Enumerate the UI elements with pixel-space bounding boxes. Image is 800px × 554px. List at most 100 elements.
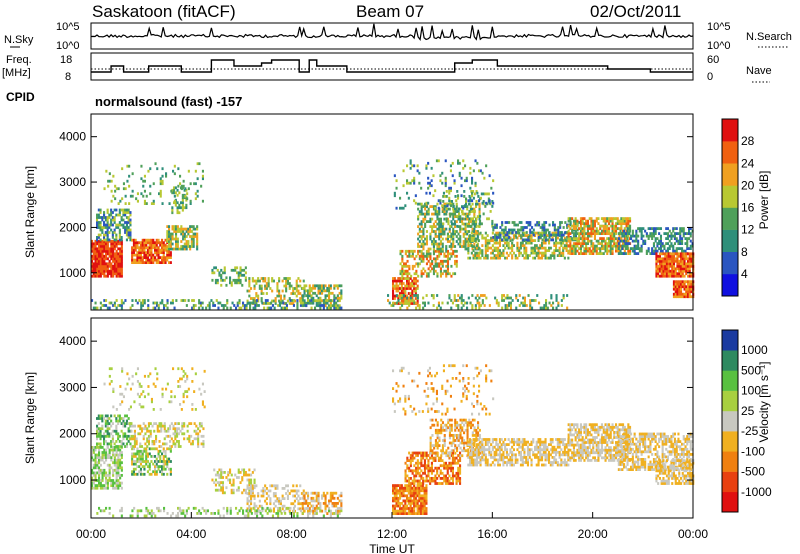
heatmap-cell	[98, 461, 101, 465]
heatmap-cell	[586, 232, 589, 235]
heatmap-cell	[91, 468, 94, 472]
heatmap-cell	[652, 242, 655, 245]
heatmap-cell	[486, 234, 489, 237]
heatmap-cell	[679, 234, 682, 238]
heatmap-cell	[131, 246, 134, 250]
heatmap-cell	[609, 224, 612, 228]
heatmap-cell	[479, 196, 482, 200]
heatmap-cell	[608, 239, 611, 243]
heatmap-cell	[422, 217, 425, 221]
heatmap-cell	[299, 304, 302, 307]
heatmap-cell	[324, 304, 327, 308]
heatmap-cell	[420, 212, 423, 216]
heatmap-cell	[631, 229, 634, 233]
heatmap-cell	[169, 251, 172, 254]
heatmap-cell	[604, 249, 607, 253]
heatmap-cell	[608, 244, 611, 248]
heatmap-cell	[211, 271, 214, 275]
heatmap-cell	[99, 442, 102, 446]
heatmap-cell	[99, 463, 102, 467]
heatmap-cell	[117, 471, 120, 475]
heatmap-cell	[416, 304, 419, 307]
heatmap-cell	[602, 244, 605, 248]
heatmap-cell	[615, 249, 618, 253]
heatmap-cell	[253, 468, 256, 472]
heatmap-cell	[310, 306, 313, 310]
heatmap-cell	[106, 221, 109, 224]
heatmap-cell	[170, 301, 173, 305]
heatmap-cell	[169, 424, 172, 428]
heatmap-cell	[438, 222, 441, 226]
heatmap-cell	[143, 253, 146, 257]
heatmap-cell	[664, 252, 667, 256]
heatmap-cell	[237, 471, 240, 474]
heatmap-cell	[108, 432, 111, 436]
heatmap-cell	[401, 272, 404, 276]
heatmap-cell	[103, 434, 106, 438]
heatmap-cell	[649, 227, 652, 230]
heatmap-cell	[683, 292, 686, 296]
heatmap-cell	[150, 238, 153, 242]
heatmap-cell	[180, 299, 183, 302]
heatmap-cell	[400, 282, 403, 285]
heatmap-cell	[477, 195, 480, 198]
heatmap-cell	[559, 238, 562, 242]
heatmap-cell	[455, 249, 458, 253]
heatmap-cell	[662, 257, 665, 261]
heatmap-cell	[260, 494, 263, 498]
heatmap-cell	[180, 187, 183, 191]
heatmap-cell	[549, 256, 552, 260]
heatmap-cell	[176, 201, 179, 205]
heatmap-cell	[484, 256, 487, 260]
heatmap-cell	[467, 251, 470, 255]
heatmap-cell	[159, 457, 162, 461]
heatmap-cell	[310, 296, 313, 300]
heatmap-cell	[392, 292, 395, 295]
heatmap-cell	[152, 241, 155, 245]
heatmap-cell	[672, 287, 675, 291]
heatmap-cell	[530, 251, 533, 255]
heatmap-cell	[481, 171, 484, 175]
heatmap-cell	[474, 181, 477, 185]
heatmap-cell	[119, 254, 122, 258]
heatmap-cell	[168, 245, 171, 248]
heatmap-cell	[165, 442, 168, 446]
heatmap-cell	[170, 437, 173, 441]
heatmap-cell	[682, 227, 685, 230]
heatmap-cell	[103, 484, 106, 487]
heatmap-cell	[652, 249, 655, 253]
heatmap-cell	[466, 247, 469, 251]
heatmap-cell	[501, 223, 504, 227]
heatmap-cell	[188, 434, 191, 438]
heatmap-cell	[101, 259, 104, 263]
heatmap-cell	[402, 169, 405, 173]
heatmap-cell	[454, 210, 457, 213]
heatmap-cell	[493, 249, 496, 252]
heatmap-cell	[113, 218, 116, 222]
heatmap-cell	[246, 502, 249, 506]
heatmap-cell	[278, 277, 281, 280]
heatmap-cell	[468, 230, 471, 233]
heatmap-cell	[446, 204, 449, 208]
heatmap-cell	[106, 208, 109, 212]
heatmap-cell	[422, 235, 425, 238]
heatmap-cell	[186, 197, 189, 201]
heatmap-cell	[176, 240, 179, 243]
heatmap-cell	[462, 159, 465, 163]
heatmap-cell	[295, 492, 298, 495]
heatmap-cell	[278, 502, 281, 506]
heatmap-cell	[125, 221, 128, 224]
heatmap-cell	[683, 295, 686, 299]
heatmap-cell	[523, 304, 526, 307]
heatmap-cell	[108, 466, 111, 470]
heatmap-cell	[463, 195, 466, 198]
heatmap-cell	[429, 225, 432, 228]
heatmap-cell	[532, 233, 535, 237]
heatmap-cell	[411, 267, 414, 271]
heatmap-cell	[227, 473, 230, 477]
heatmap-cell	[555, 241, 558, 245]
heatmap-cell	[424, 254, 427, 258]
heatmap-cell	[681, 249, 684, 253]
heatmap-cell	[432, 225, 435, 228]
heatmap-cell	[94, 456, 97, 459]
